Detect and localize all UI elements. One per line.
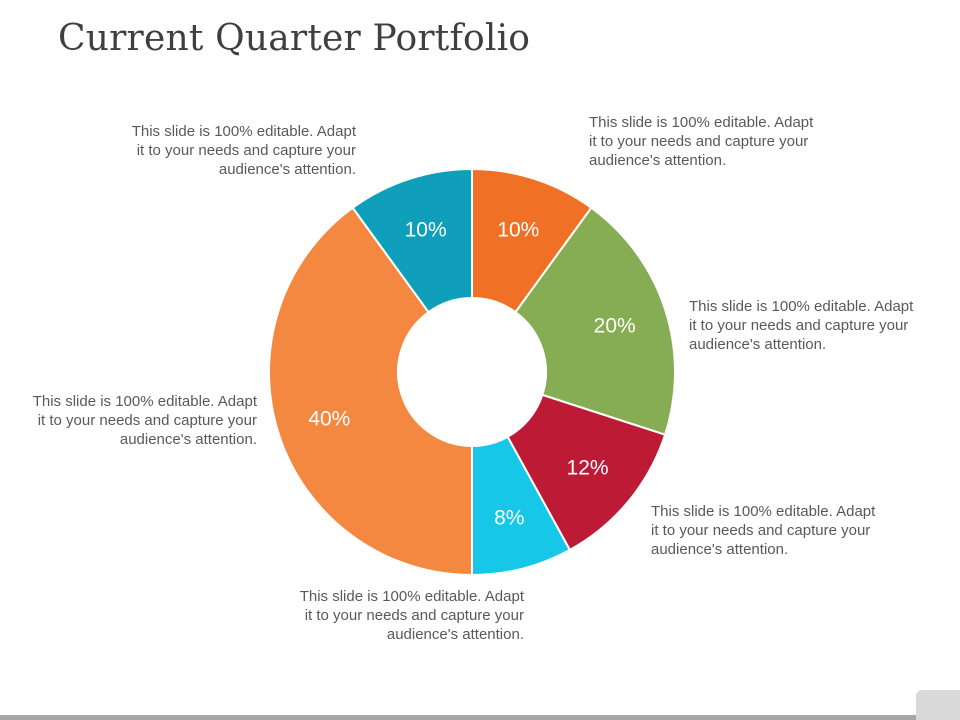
slice-label-1: 10% [497,218,539,241]
donut-slice-6 [351,167,473,314]
slice-label-6: 10% [405,218,447,241]
donut-slice-2 [514,206,676,436]
callout-segment-6: This slide is 100% editable. Adapt it to… [131,123,356,178]
donut-slice-5 [268,206,473,577]
slice-label-2: 20% [594,315,636,338]
donut-slice-3 [506,393,667,552]
slide-title: Current Quarter Portfolio [58,18,531,59]
callout-segment-4: This slide is 100% editable. Adapt it to… [299,588,524,643]
corner-tab [916,690,960,720]
bottom-bar [0,715,960,720]
slice-label-3: 12% [567,457,609,480]
callout-segment-3: This slide is 100% editable. Adapt it to… [651,503,876,558]
callout-segment-2: This slide is 100% editable. Adapt it to… [689,298,914,353]
slice-label-4: 8% [494,506,524,529]
callout-segment-5: This slide is 100% editable. Adapt it to… [32,393,257,448]
callout-segment-1: This slide is 100% editable. Adapt it to… [589,114,814,169]
slice-label-5: 40% [308,407,350,430]
